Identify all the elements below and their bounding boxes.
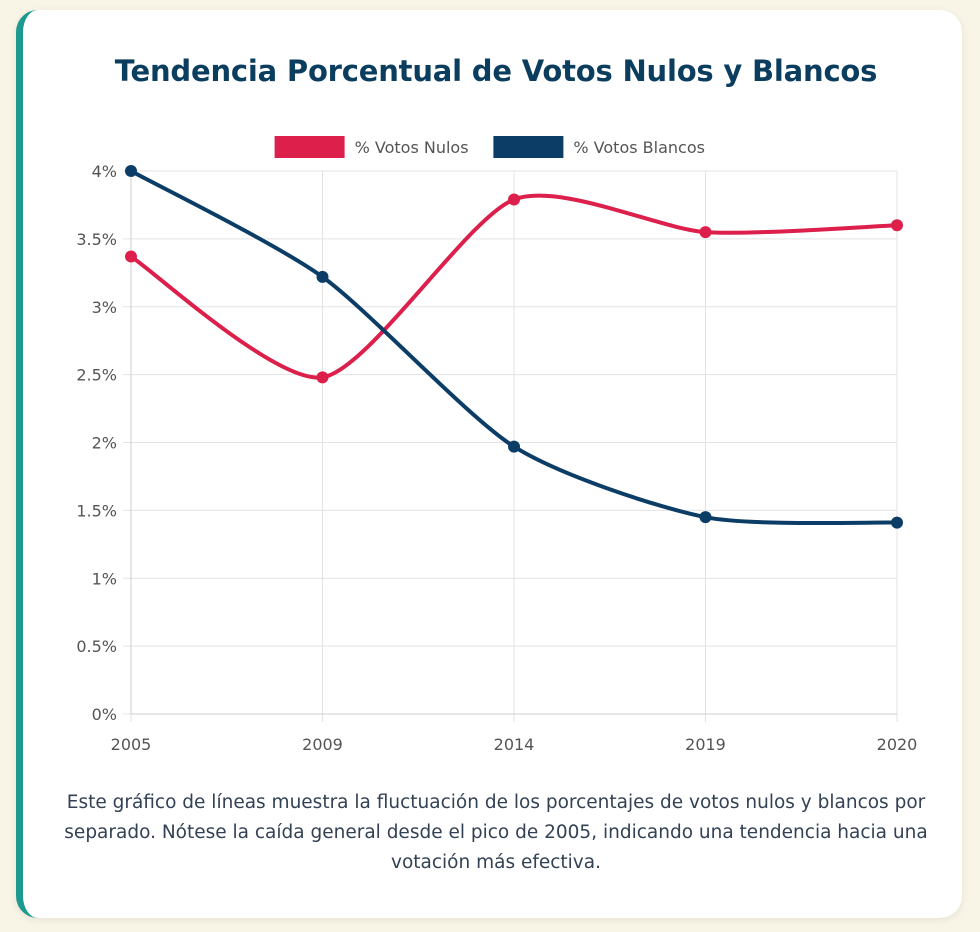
x-tick-label: 2020: [877, 735, 918, 754]
data-point: [891, 219, 903, 232]
data-point: [125, 165, 137, 177]
y-tick-label: 1.5%: [76, 501, 117, 520]
y-tick-label: 0%: [92, 705, 117, 724]
data-point: [699, 226, 712, 239]
x-tick-label: 2009: [302, 735, 343, 754]
y-tick-label: 4%: [92, 162, 117, 181]
y-tick-label: 2.5%: [76, 366, 117, 385]
chart-card: Tendencia Porcentual de Votos Nulos y Bl…: [16, 10, 962, 918]
chart-title: Tendencia Porcentual de Votos Nulos y Bl…: [114, 54, 878, 88]
data-point: [125, 250, 137, 263]
legend-swatch: [274, 136, 345, 158]
x-tick-label: 2014: [494, 735, 535, 754]
data-point: [508, 193, 520, 206]
data-point: [316, 371, 329, 384]
line-chart: 0% 0.5% 1% 1.5% 2% 2.5% 3% 3.5% 4% 2005 2009 2014 20…: [76, 136, 918, 754]
y-tick-label: 3.5%: [76, 230, 117, 249]
data-point: [891, 516, 903, 529]
x-tick-label: 2005: [111, 735, 152, 754]
y-tick-label: 2%: [92, 434, 117, 453]
data-point: [316, 270, 329, 283]
x-tick-label: 2019: [685, 735, 726, 754]
data-point: [699, 511, 712, 524]
y-tick-label: 1%: [92, 569, 117, 588]
legend-label: % Votos Nulos: [355, 138, 469, 157]
series-line-1: [129, 193, 899, 380]
data-point: [508, 440, 520, 453]
legend-swatch: [493, 136, 564, 158]
y-tick-label: 3%: [92, 298, 117, 317]
legend-label: % Votos Blancos: [573, 138, 705, 157]
y-tick-label: 0.5%: [76, 637, 117, 656]
chart-caption: Este gráfico de líneas muestra la fluctu…: [64, 792, 928, 873]
